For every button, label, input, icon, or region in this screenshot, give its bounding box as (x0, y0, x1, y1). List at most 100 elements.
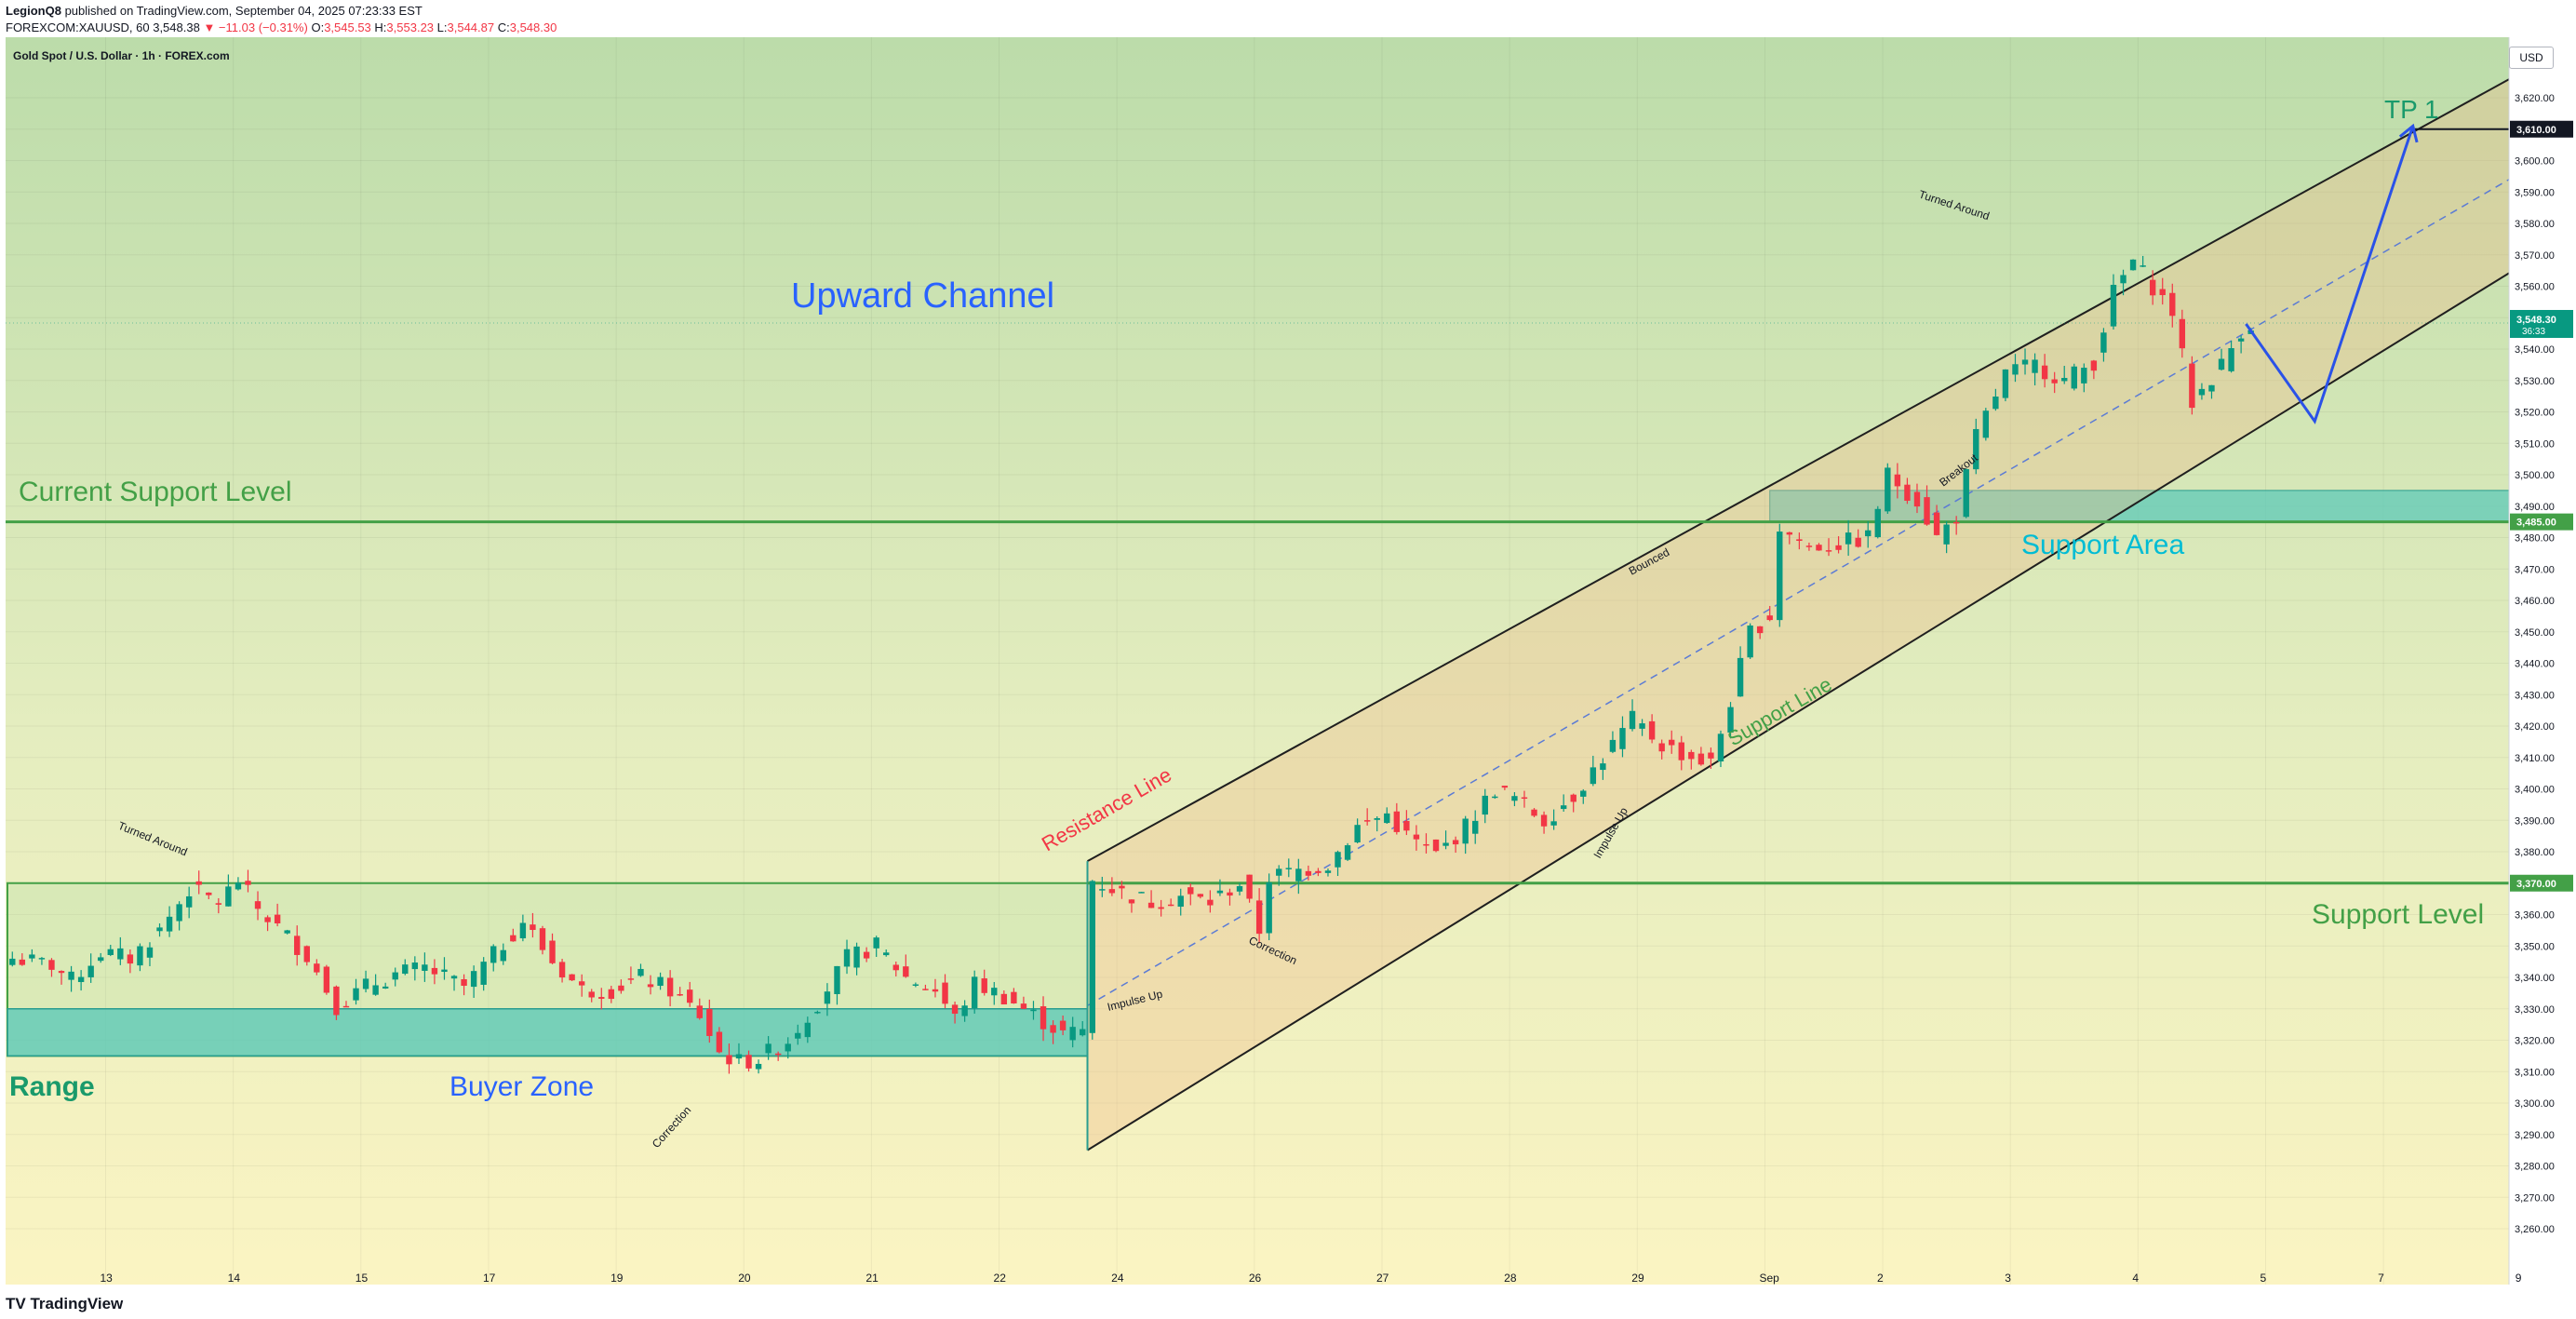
candle-body (677, 994, 683, 996)
candle-body (1609, 739, 1617, 752)
price-tick-label: 3,590.00 (2515, 187, 2555, 198)
time-tick-label: 2 (1877, 1272, 1884, 1285)
candle-body (1374, 817, 1380, 820)
chart-area[interactable]: Upward Channel Current Support Level Suppo… (0, 37, 2576, 1285)
projection-path (2245, 125, 2415, 424)
last-price-tag (2510, 309, 2573, 338)
support-area-label: Support Area (2021, 530, 2184, 560)
candle-body (1040, 1006, 1047, 1030)
tradingview-logo[interactable]: TV TradingView (6, 1295, 123, 1313)
candle-body (510, 935, 517, 942)
candle-body (657, 976, 664, 987)
publisher-name[interactable]: LegionQ8 (6, 4, 61, 18)
candle-body (323, 966, 330, 993)
price-tick-label: 3,500.00 (2515, 470, 2555, 481)
candle-body (1639, 723, 1645, 729)
price-tick-label: 3,520.00 (2515, 408, 2555, 419)
candle-body (2090, 360, 2098, 371)
candle-body (745, 1055, 752, 1069)
candle-body (1403, 820, 1410, 831)
time-tick-label: 24 (1111, 1272, 1124, 1285)
candle-body (1167, 904, 1174, 907)
candle-body (1973, 428, 1979, 470)
candle-body (1816, 545, 1822, 551)
candle-body (1354, 825, 1361, 842)
price-tick-label: 3,360.00 (2515, 910, 2555, 922)
candle-body (912, 984, 919, 986)
candle-body (137, 946, 143, 966)
candle-body (372, 985, 379, 995)
candle-body (1236, 885, 1243, 892)
candle-body (1452, 840, 1459, 845)
candle-body (1462, 818, 1469, 844)
candle-body (853, 946, 860, 968)
candle-body (2198, 388, 2206, 396)
candle-body (666, 977, 674, 997)
time-tick-label: 26 (1249, 1272, 1262, 1285)
price-tick-label: 3,470.00 (2515, 564, 2555, 575)
currency-button[interactable]: USD (2509, 47, 2554, 69)
candle-body (362, 978, 369, 989)
candle-body (578, 981, 585, 986)
candle-body (519, 922, 527, 939)
candle-body (206, 892, 212, 895)
candle-body (1952, 521, 1960, 524)
candle-body (1158, 907, 1164, 909)
current-support-price-tag (2510, 513, 2573, 531)
price-tick-label: 3,290.00 (2515, 1130, 2555, 1141)
price-tick-label: 3,300.00 (2515, 1098, 2555, 1110)
chart-title: Gold Spot / U.S. Dollar · 1h · FOREX.com (13, 49, 230, 62)
candle-body (1187, 887, 1194, 895)
candle-body (1688, 751, 1695, 760)
candle-body (245, 881, 251, 885)
time-tick-label: 27 (1376, 1272, 1389, 1285)
price-tick-label: 3,350.00 (2515, 941, 2555, 952)
candle-body (2189, 363, 2195, 409)
candle-body (1413, 834, 1420, 840)
candle-body (1669, 739, 1675, 746)
current-support-price-tag-label: 3,485.00 (2516, 518, 2556, 529)
time-tick-label: 4 (2132, 1272, 2139, 1285)
candle-body (1315, 870, 1322, 873)
candle-body (1020, 1003, 1027, 1009)
candle-body (1992, 397, 1999, 410)
time-tick-label: 9 (2516, 1272, 2522, 1285)
candle-body (991, 988, 998, 996)
buyer-zone-label: Buyer Zone (449, 1071, 594, 1102)
symbol-label[interactable]: FOREXCOM:XAUUSD, 60 (6, 20, 150, 34)
candle-body (903, 966, 909, 977)
current-support-level-label: Current Support Level (19, 477, 292, 507)
candle-body (274, 914, 281, 923)
candle-body (961, 1005, 968, 1016)
candle-body (422, 964, 428, 971)
candle-body (883, 952, 890, 956)
price-tick-label: 3,560.00 (2515, 282, 2555, 293)
candle-body (2032, 359, 2038, 373)
candle-body (834, 965, 840, 994)
candle-body (2237, 338, 2245, 342)
candle-body (1560, 805, 1567, 810)
low-label: L: (436, 20, 448, 34)
chart-background (6, 37, 2509, 1285)
price-tick-label: 3,390.00 (2515, 815, 2555, 827)
candle-body (1619, 728, 1626, 749)
time-tick-label: 13 (101, 1272, 114, 1285)
candle-body (863, 951, 870, 959)
upward-channel-label: Upward Channel (791, 276, 1054, 316)
price-chart[interactable]: Upward Channel Current Support Level Suppo… (0, 37, 2576, 1285)
candle-body (1924, 497, 1930, 525)
candle-body (1708, 752, 1714, 759)
candle-body (627, 978, 635, 980)
candle-body (618, 985, 624, 991)
publish-date-text: published on TradingView.com, September … (64, 4, 423, 18)
candle-body (942, 982, 948, 1004)
candle-body (1894, 474, 1901, 487)
candle-body (2051, 379, 2058, 384)
time-tick-label: 17 (483, 1272, 496, 1285)
candle-body (98, 957, 104, 962)
last-price: 3,548.38 (153, 20, 200, 34)
candle-body (1266, 882, 1272, 934)
candle-body (294, 935, 301, 955)
candle-body (1432, 839, 1440, 852)
candle-body (1335, 852, 1341, 868)
